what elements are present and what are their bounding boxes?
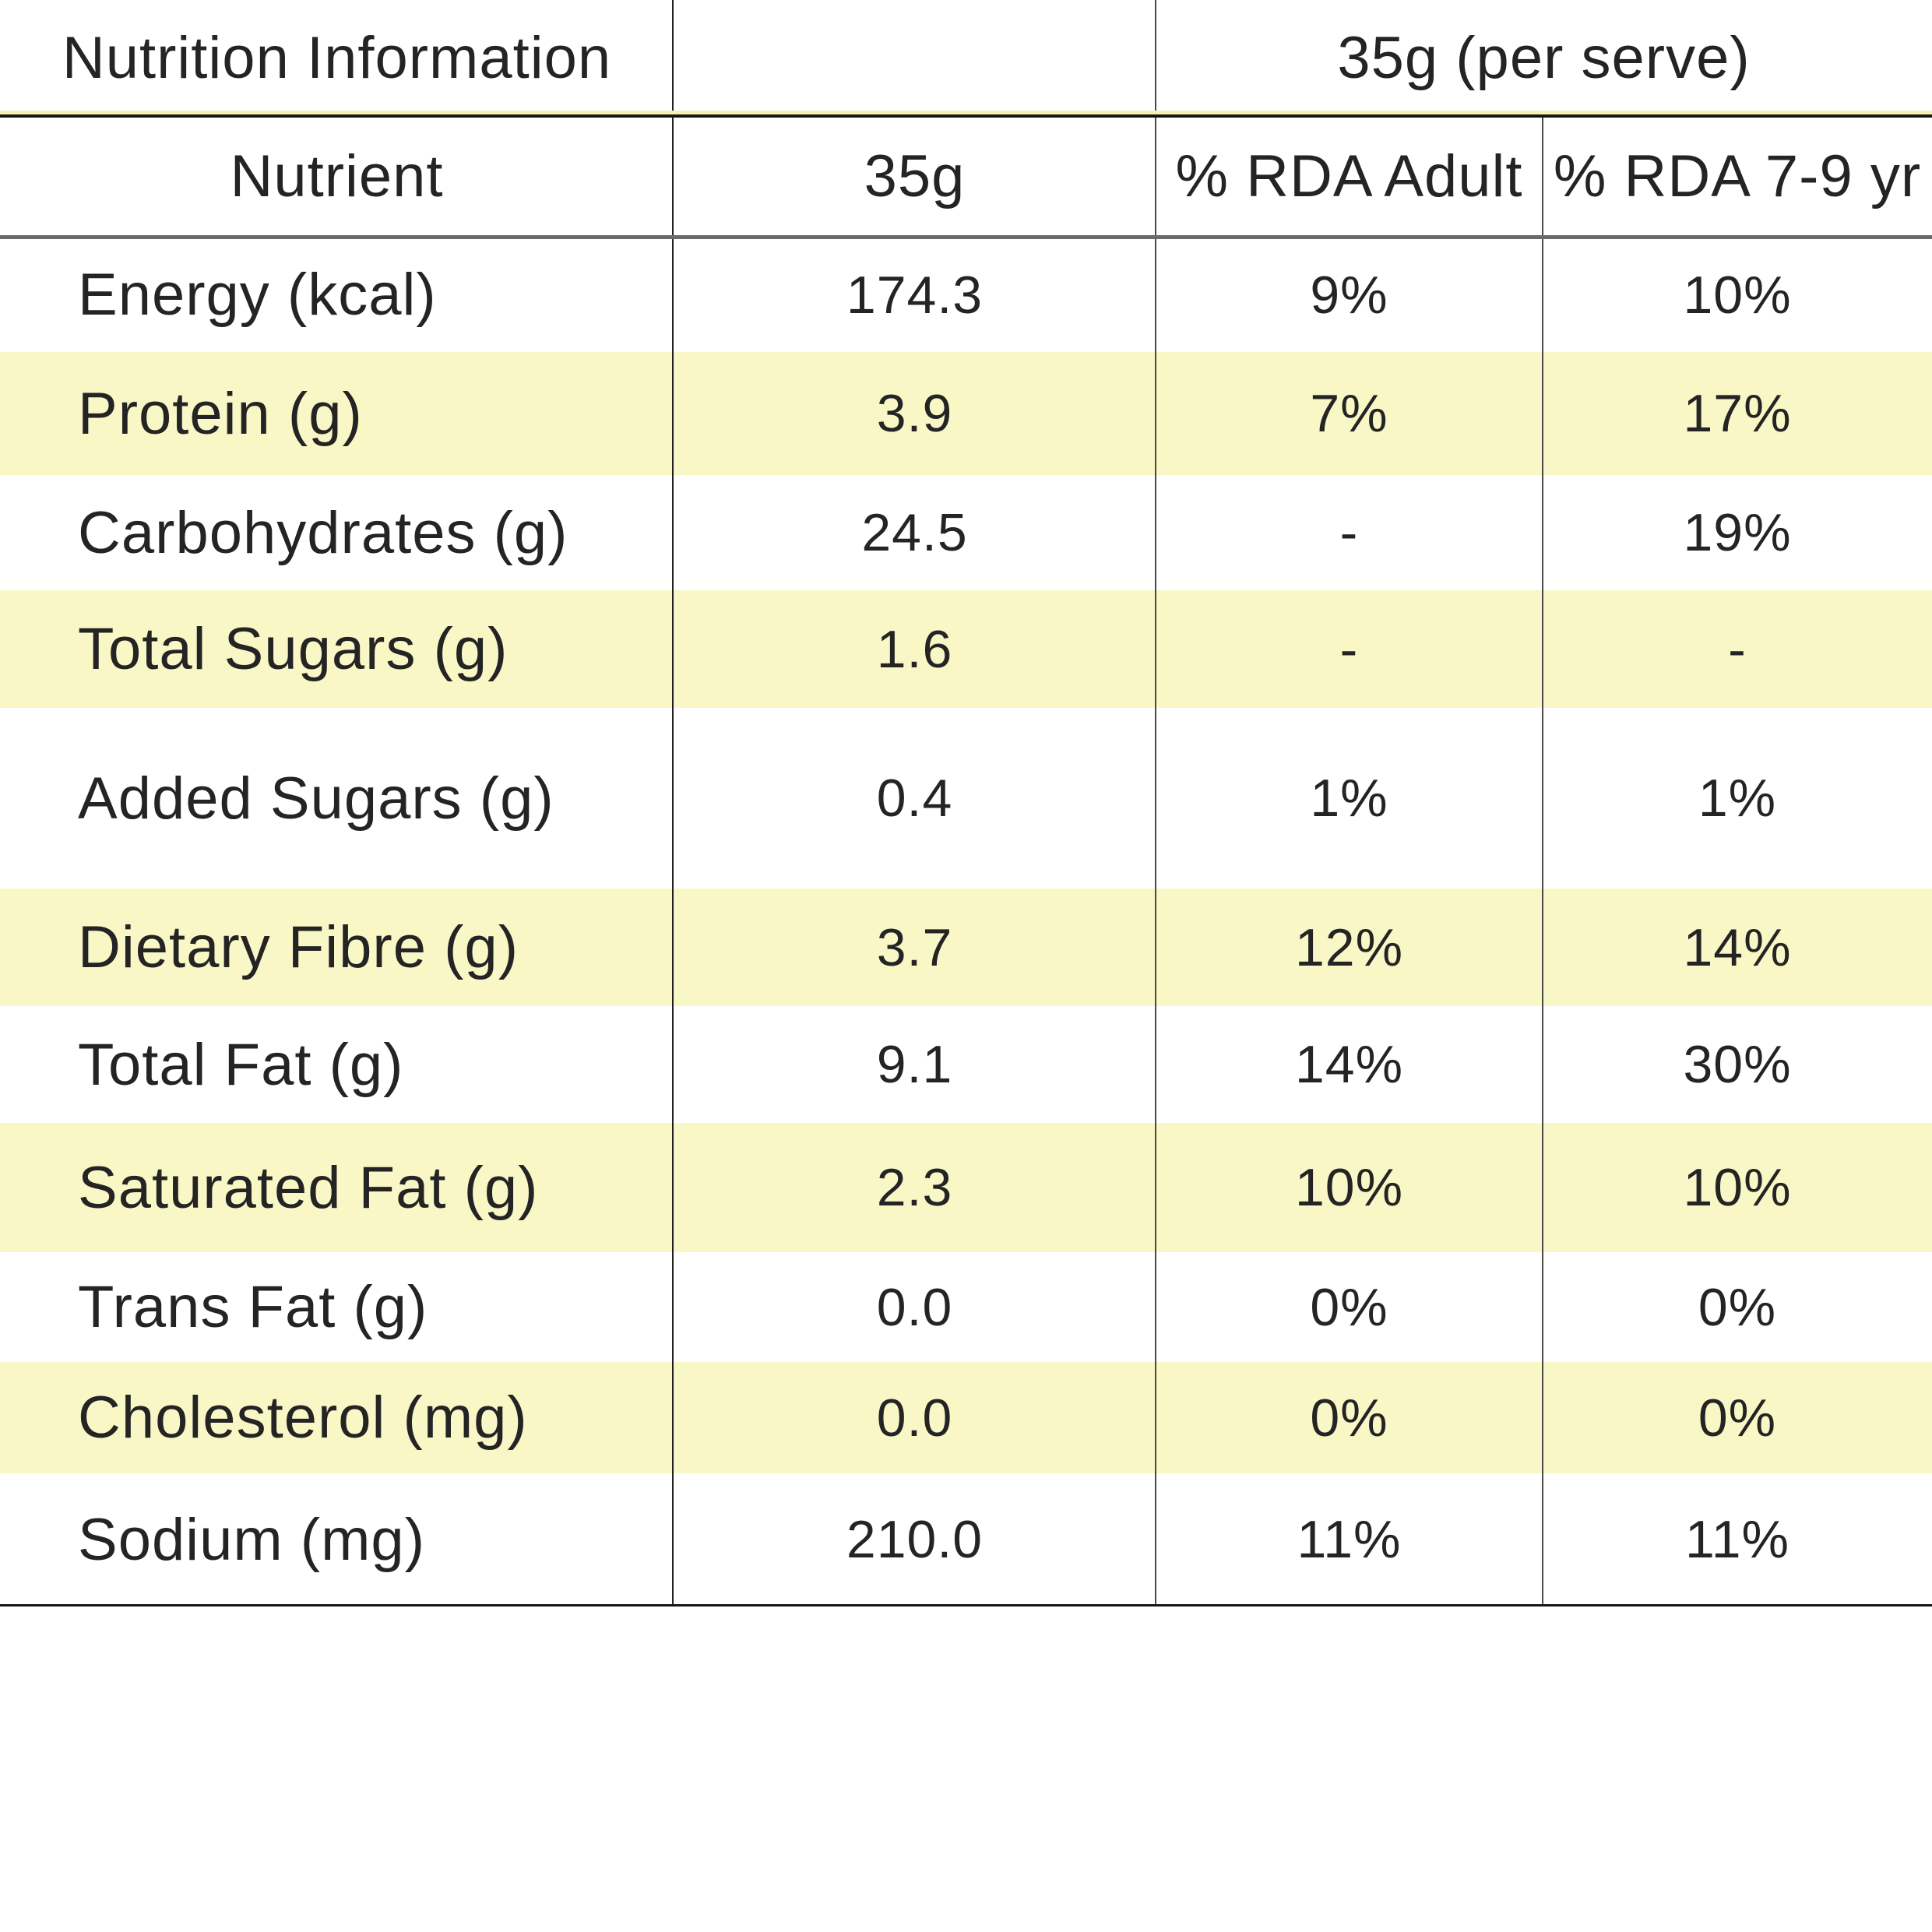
amount-cell: 24.5 [861, 503, 968, 562]
nutrient-cell: Total Sugars (g) [78, 616, 509, 682]
nutrition-table: Nutrition Information 35g (per serve) Nu… [0, 0, 1932, 1606]
rda-child-cell: - [1728, 619, 1747, 679]
table-row-total-fat: Total Fat (g) 9.1 14% 30% [0, 1006, 1932, 1123]
amount-cell: 3.7 [876, 917, 953, 977]
nutrient-cell: Sodium (mg) [78, 1506, 425, 1573]
rda-adult-cell: - [1339, 619, 1359, 679]
amount-cell: 1.6 [876, 619, 953, 679]
rda-adult-cell: 0% [1310, 1277, 1388, 1337]
amount-cell: 210.0 [846, 1510, 984, 1569]
rda-adult-cell: 0% [1310, 1388, 1388, 1448]
table-row-protein: Protein (g) 3.9 7% 17% [0, 352, 1932, 475]
amount-cell: 0.4 [876, 769, 953, 828]
table-row-added-sugars: Added Sugars (g) 0.4 1% 1% [0, 708, 1932, 889]
table-title: Nutrition Information [62, 24, 612, 91]
amount-cell: 9.1 [876, 1035, 953, 1094]
column-divider-1 [672, 0, 674, 1606]
rda-child-cell: 19% [1683, 503, 1792, 562]
rda-adult-cell: 12% [1294, 917, 1404, 977]
header-spacer-cell [674, 0, 1156, 115]
rda-child-cell: 30% [1683, 1035, 1792, 1094]
column-header-amount: 35g [864, 143, 966, 209]
column-header-nutrient: Nutrient [230, 143, 444, 209]
rda-adult-cell: 11% [1297, 1510, 1402, 1569]
nutrient-cell: Protein (g) [78, 380, 363, 447]
nutrient-cell: Cholesterol (mg) [78, 1385, 528, 1451]
nutrient-cell: Added Sugars (g) [78, 765, 554, 832]
rda-child-cell: 1% [1698, 769, 1777, 828]
table-row-energy: Energy (kcal) 174.3 9% 10% [0, 238, 1932, 352]
table-header-row: Nutrition Information 35g (per serve) [0, 0, 1932, 115]
amount-cell: 0.0 [876, 1388, 953, 1448]
nutrient-cell: Dietary Fibre (g) [78, 914, 519, 980]
rda-child-cell: 17% [1683, 384, 1792, 443]
column-header-rda-adult: % RDA Adult [1175, 143, 1523, 209]
column-header-rda-child: % RDA 7-9 yr [1553, 143, 1922, 209]
amount-cell: 0.0 [876, 1277, 953, 1337]
amount-cell: 174.3 [846, 265, 984, 325]
rda-adult-cell: 9% [1310, 265, 1388, 325]
rda-child-cell: 10% [1683, 265, 1792, 325]
table-row-trans-fat: Trans Fat (g) 0.0 0% 0% [0, 1252, 1932, 1362]
header-separator-line [0, 114, 1932, 118]
table-row-cholesterol: Cholesterol (mg) 0.0 0% 0% [0, 1362, 1932, 1473]
rda-child-cell: 0% [1698, 1388, 1777, 1448]
rda-child-cell: 11% [1684, 1510, 1790, 1569]
nutrient-cell: Carbohydrates (g) [78, 499, 568, 566]
rda-child-cell: 14% [1683, 917, 1792, 977]
table-row-dietary-fibre: Dietary Fibre (g) 3.7 12% 14% [0, 889, 1932, 1006]
rda-child-cell: 10% [1683, 1158, 1792, 1217]
nutrient-cell: Total Fat (g) [78, 1031, 404, 1098]
nutrient-cell: Trans Fat (g) [78, 1274, 428, 1340]
nutrient-cell: Energy (kcal) [78, 262, 437, 328]
column-header-row: Nutrient 35g % RDA Adult % RDA 7-9 yr [0, 115, 1932, 238]
column-divider-2 [1155, 0, 1156, 1606]
rda-adult-cell: 10% [1294, 1158, 1404, 1217]
rda-adult-cell: 7% [1310, 384, 1388, 443]
rda-child-cell: 0% [1698, 1277, 1777, 1337]
table-row-saturated-fat: Saturated Fat (g) 2.3 10% 10% [0, 1123, 1932, 1252]
rda-adult-cell: - [1339, 503, 1359, 562]
column-header-separator-line [0, 235, 1932, 239]
serving-size-header: 35g (per serve) [1337, 24, 1751, 91]
amount-cell: 3.9 [876, 384, 953, 443]
column-divider-3 [1542, 118, 1543, 1606]
table-row-sodium: Sodium (mg) 210.0 11% 11% [0, 1473, 1932, 1606]
table-bottom-line [0, 1604, 1932, 1606]
rda-adult-cell: 14% [1294, 1035, 1404, 1094]
header-accent-line [0, 111, 1932, 114]
amount-cell: 2.3 [876, 1158, 953, 1217]
table-row-total-sugars: Total Sugars (g) 1.6 - - [0, 590, 1932, 708]
table-row-carbohydrates: Carbohydrates (g) 24.5 - 19% [0, 475, 1932, 590]
rda-adult-cell: 1% [1310, 769, 1388, 828]
nutrient-cell: Saturated Fat (g) [78, 1154, 539, 1221]
